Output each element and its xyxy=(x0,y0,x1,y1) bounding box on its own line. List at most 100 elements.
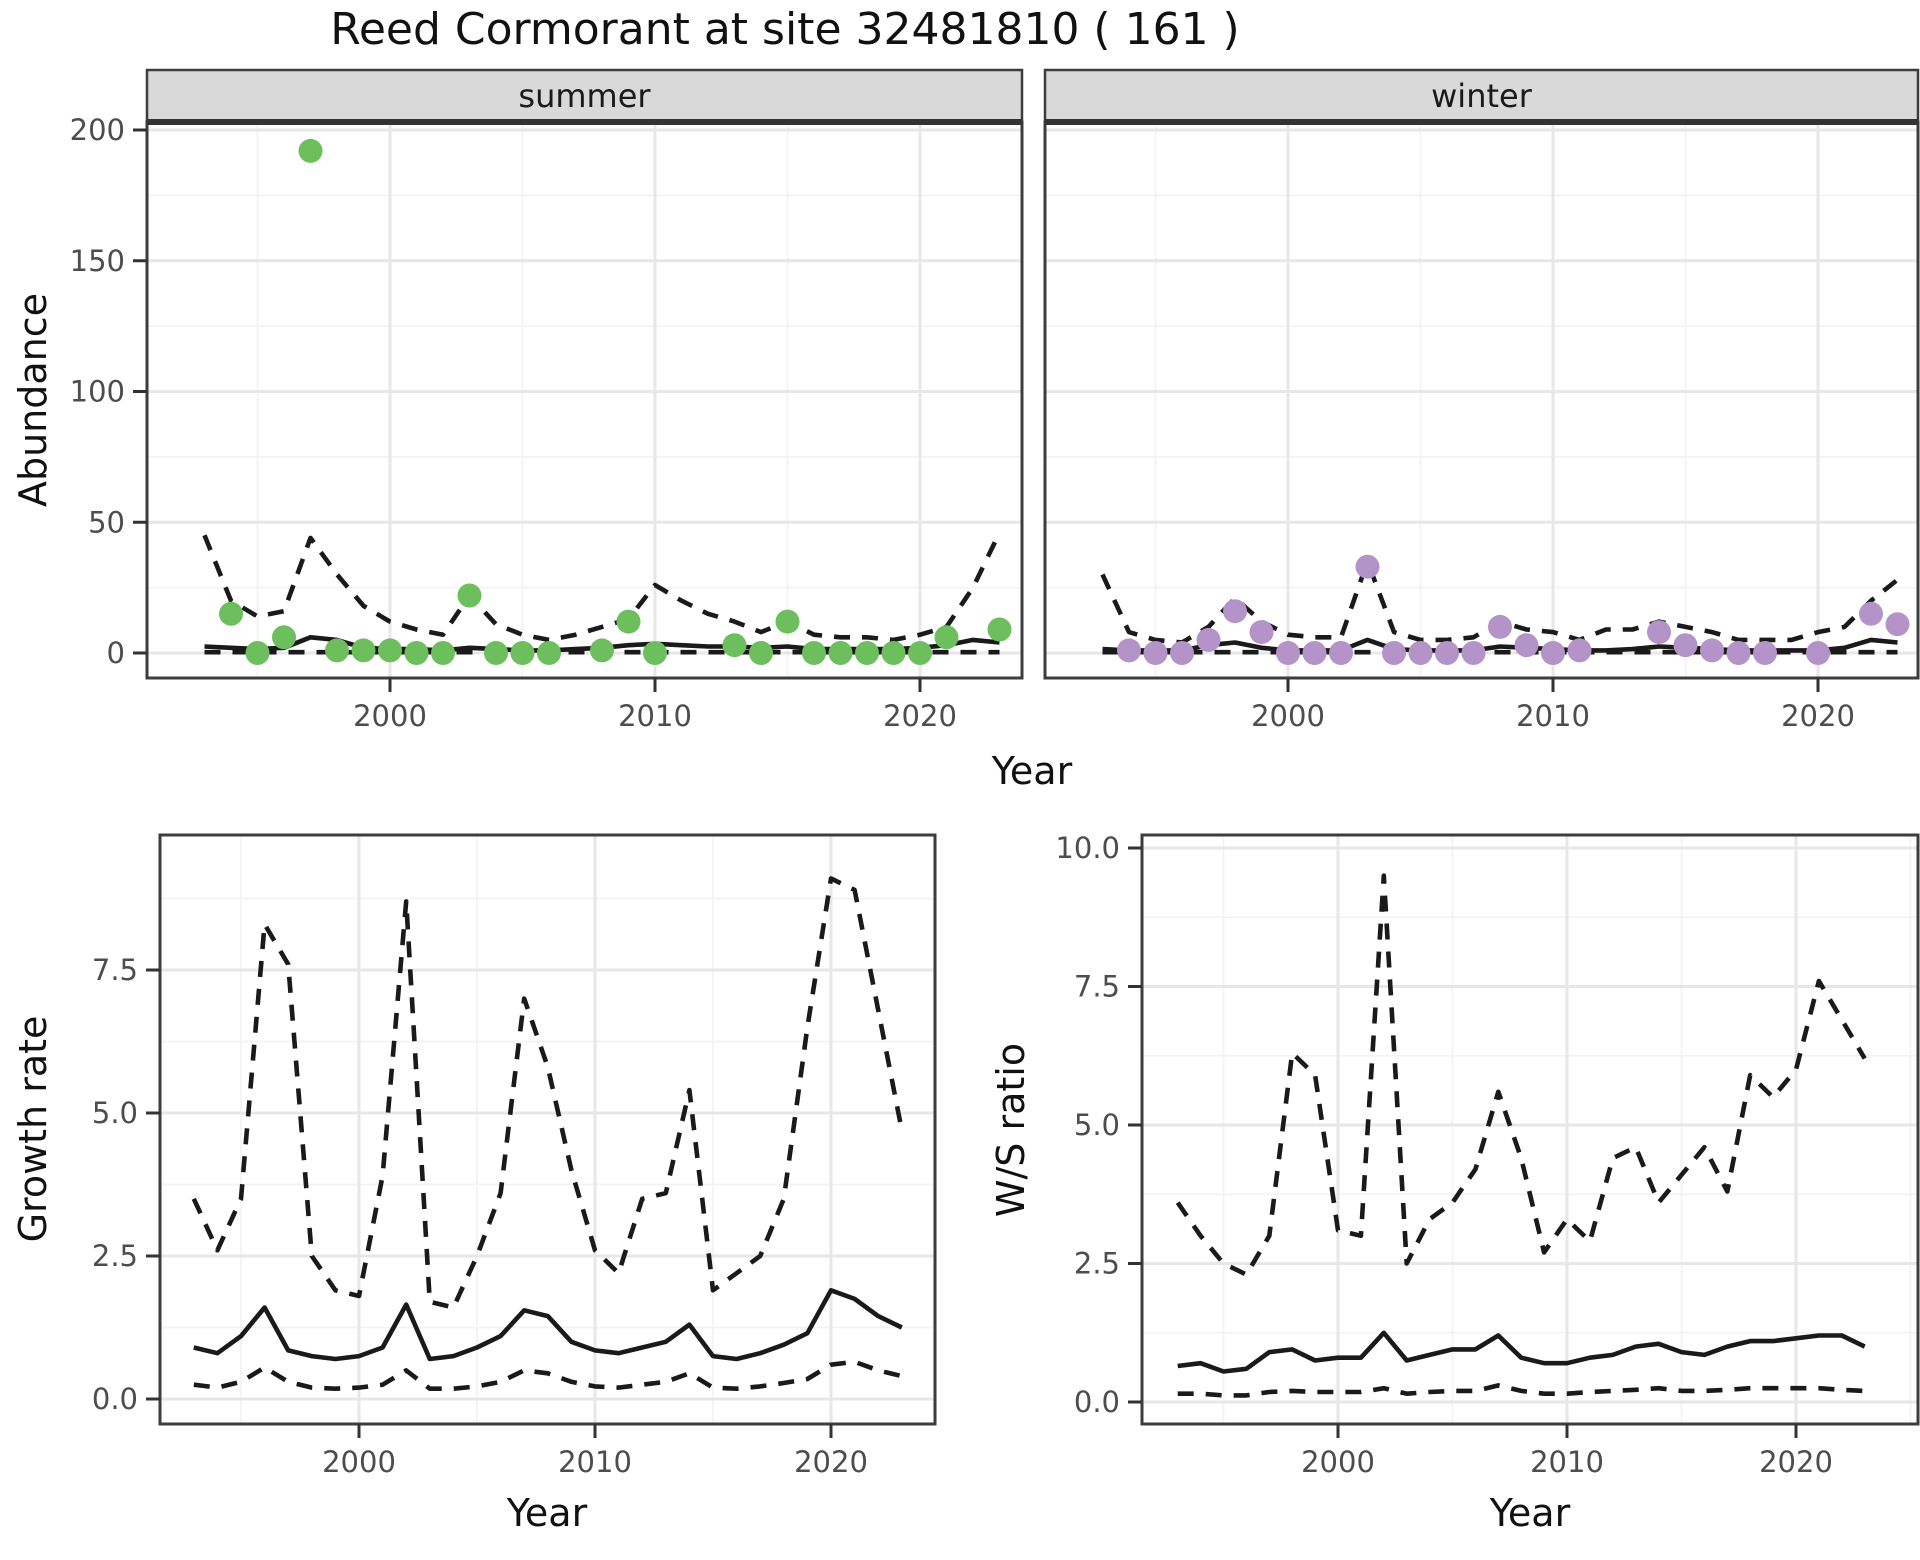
panel-growth-rate: 2000 2010 2020 0.0 2.5 5.0 7.5 xyxy=(92,833,937,1479)
data-point xyxy=(1382,641,1406,665)
data-point xyxy=(325,638,349,663)
upper-ci-line xyxy=(202,531,1002,643)
panel-abundance-summer: summer 2000 2010 2020 0 50 100 150 200 xyxy=(70,68,1024,733)
data-point xyxy=(1673,633,1698,658)
y-axis-tick-label: 7.5 xyxy=(1074,970,1120,1004)
lower-ci-line xyxy=(193,1359,903,1391)
data-point xyxy=(1541,641,1565,665)
data-point xyxy=(722,633,747,658)
data-point xyxy=(1461,641,1486,665)
y-axis-tick-label: 10.0 xyxy=(1055,831,1120,865)
data-point xyxy=(378,638,402,663)
data-point xyxy=(1143,641,1168,665)
y-axis-tick-label: 100 xyxy=(70,375,125,409)
data-point xyxy=(908,641,932,665)
x-axis-tick-label: 2000 xyxy=(353,699,427,733)
y-axis-tick-label: 0.0 xyxy=(1074,1385,1120,1419)
x-axis-title-year-bottom-left: Year xyxy=(506,1491,588,1535)
x-axis-tick-label: 2020 xyxy=(883,699,957,733)
data-point xyxy=(749,641,773,665)
x-axis-tick-label: 2020 xyxy=(1759,1445,1833,1479)
y-axis-tick-label: 2.5 xyxy=(92,1239,138,1273)
y-axis-tick-label: 50 xyxy=(88,505,125,539)
data-point xyxy=(1435,641,1459,665)
data-point xyxy=(934,625,959,650)
facet-strip xyxy=(1043,68,1920,124)
data-point xyxy=(404,641,429,665)
data-point xyxy=(828,641,853,665)
y-axis-tick-label: 0 xyxy=(107,636,125,670)
y-axis-title-abundance: Abundance xyxy=(11,293,55,507)
data-point xyxy=(1249,620,1274,645)
data-point xyxy=(1408,641,1433,665)
data-point xyxy=(431,641,455,665)
facet-strip-label: summer xyxy=(518,77,651,115)
chart-title: Reed Cormorant at site 32481810 ( 161 ) xyxy=(330,4,1239,55)
y-axis-tick-label: 5.0 xyxy=(1074,1108,1120,1142)
y-axis-tick-label: 7.5 xyxy=(92,953,138,987)
x-axis-tick-label: 2010 xyxy=(618,699,692,733)
panel-abundance-winter: winter 2000 2010 2020 xyxy=(1043,68,1920,733)
data-point xyxy=(245,641,270,665)
data-point xyxy=(1753,641,1777,665)
data-point xyxy=(1488,614,1512,639)
data-point xyxy=(1170,641,1194,665)
x-axis-tick-label: 2020 xyxy=(1781,699,1855,733)
data-point xyxy=(881,641,906,665)
data-point xyxy=(1859,601,1883,626)
data-point xyxy=(484,641,508,665)
upper-ci-line xyxy=(1175,873,1867,1277)
data-point xyxy=(510,641,535,665)
data-point xyxy=(1806,641,1830,665)
panel-border xyxy=(1140,833,1920,1426)
data-point xyxy=(351,638,376,663)
x-axis-title-year-top: Year xyxy=(991,749,1073,793)
y-axis-title-ws-ratio: W/S ratio xyxy=(989,1043,1033,1217)
panel-ws-ratio: 2000 2010 2020 0.0 2.5 5.0 7.5 10.0 xyxy=(1055,831,1920,1479)
y-axis-tick-label: 150 xyxy=(70,244,125,278)
y-axis-tick-label: 0.0 xyxy=(92,1382,138,1416)
x-axis-tick-label: 2000 xyxy=(1251,699,1325,733)
lower-ci-line xyxy=(1177,1383,1865,1398)
panel-border xyxy=(145,120,1024,680)
data-point xyxy=(1302,641,1327,665)
data-point xyxy=(1700,638,1724,663)
data-point xyxy=(272,625,296,650)
data-point xyxy=(1117,638,1141,663)
x-axis-tick-label: 2000 xyxy=(1301,1445,1375,1479)
upper-ci-line xyxy=(191,876,905,1310)
x-axis-tick-label: 2000 xyxy=(322,1445,396,1479)
data-point xyxy=(1885,612,1910,637)
data-point xyxy=(298,138,323,163)
x-axis-tick-label: 2020 xyxy=(794,1445,868,1479)
y-axis-tick-label: 200 xyxy=(70,113,125,147)
data-point xyxy=(1223,599,1247,624)
data-point xyxy=(1726,641,1751,665)
data-point xyxy=(1647,620,1671,645)
data-point xyxy=(643,641,667,665)
data-point xyxy=(590,638,614,663)
y-axis-tick-label: 5.0 xyxy=(92,1096,138,1130)
data-point xyxy=(855,641,879,665)
data-point xyxy=(1355,554,1380,579)
model-fit-line xyxy=(1177,1330,1866,1374)
data-point xyxy=(802,641,826,665)
panels-layer: summer 2000 2010 2020 0 50 100 150 200 winter 2000… xyxy=(70,68,1920,1479)
x-axis-tick-label: 2010 xyxy=(1530,1445,1604,1479)
y-axis-title-growth-rate: Growth rate xyxy=(11,1016,55,1243)
data-point xyxy=(1276,641,1300,665)
x-axis-tick-label: 2010 xyxy=(558,1445,632,1479)
data-point xyxy=(775,609,800,634)
data-point xyxy=(616,609,641,634)
facet-strip-label: winter xyxy=(1431,77,1533,115)
data-point xyxy=(1329,641,1353,665)
facet-strip xyxy=(145,68,1024,124)
model-fit-line xyxy=(1102,637,1898,653)
x-axis-tick-label: 2010 xyxy=(1516,699,1590,733)
data-point xyxy=(987,617,1012,642)
panel-border xyxy=(158,833,937,1426)
data-point xyxy=(1196,627,1221,652)
model-fit-line xyxy=(193,1288,903,1362)
data-point xyxy=(1567,638,1592,663)
